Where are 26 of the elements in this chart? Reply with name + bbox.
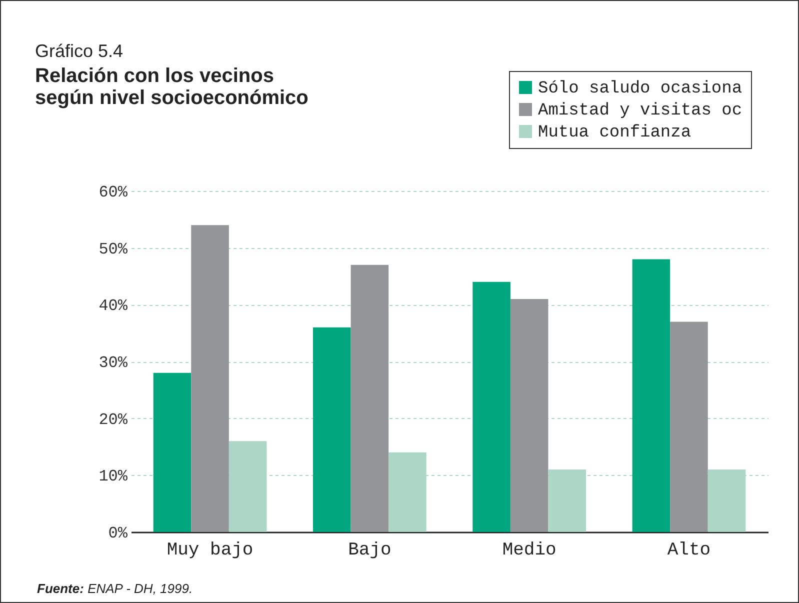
y-tick-label: 60% [98, 184, 128, 202]
bar [153, 372, 192, 532]
bar [632, 259, 670, 532]
legend-label: Sólo saludo ocasiona [538, 80, 742, 98]
source-note: Fuente: ENAP - DH, 1999. [37, 581, 193, 596]
y-tick-label: 40% [98, 297, 128, 316]
bar [670, 322, 708, 532]
y-tick-label: 50% [98, 240, 128, 258]
bar [313, 327, 351, 532]
bar [191, 225, 229, 532]
y-tick-label: 20% [98, 410, 128, 429]
bar [510, 298, 548, 532]
x-tick-label: Bajo [348, 540, 392, 560]
x-tick-label: Medio [502, 540, 556, 560]
chart-subtitle: Gráfico 5.4 [35, 41, 124, 62]
y-tick-label: 10% [98, 468, 128, 486]
legend-label: Amistad y visitas oc [538, 102, 742, 120]
chart-title: Relación con los vecinos según nivel socioeconómico [35, 65, 308, 109]
y-tick-label: 0% [108, 524, 128, 542]
y-tick-label: 30% [98, 354, 128, 372]
bar [472, 282, 510, 532]
bar [228, 441, 267, 532]
x-tick-label: Alto [667, 540, 711, 560]
legend-label: Mutua confianza [538, 124, 692, 142]
bar [350, 264, 389, 532]
x-tick-label: Muy bajo [166, 540, 254, 560]
